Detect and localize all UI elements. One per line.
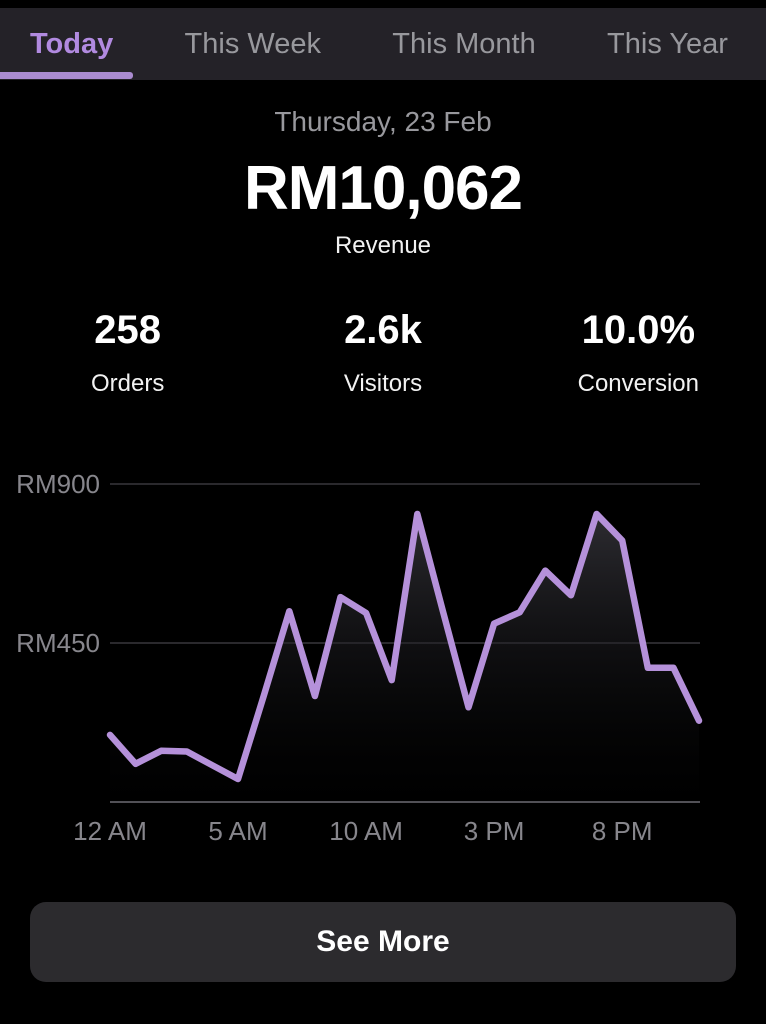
tab-this-year[interactable]: This Year: [607, 27, 728, 60]
conversion-label: Conversion: [577, 370, 700, 397]
visitors-value: 2.6k: [344, 308, 422, 352]
tab-this-month[interactable]: This Month: [392, 27, 536, 60]
report-date: Thursday, 23 Feb: [274, 106, 492, 137]
revenue-chart: RM900 RM450 12 AM 5 AM 10 AM 3 PM 8 PM: [0, 450, 766, 850]
conversion-value: 10.0%: [581, 308, 696, 352]
tab-this-week[interactable]: This Week: [184, 27, 321, 60]
revenue-area: [110, 514, 699, 802]
stats-row: 258 Orders 2.6k Visitors 10.0% Conversio…: [0, 308, 766, 398]
y-axis-tick-label: RM450: [16, 628, 100, 658]
active-tab-underline: [0, 72, 133, 79]
see-more-button[interactable]: See More: [30, 902, 736, 982]
revenue-total: RM10,062: [243, 154, 523, 223]
tab-today[interactable]: Today: [30, 27, 114, 60]
status-bar-strip: [0, 0, 766, 8]
x-axis-tick-label: 8 PM: [592, 816, 653, 846]
period-tabbar: Today This Week This Month This Year: [0, 8, 766, 80]
revenue-chart-svg: RM900 RM450 12 AM 5 AM 10 AM 3 PM 8 PM: [16, 469, 703, 846]
y-axis-tick-label: RM900: [16, 469, 100, 499]
stat-conversion: 10.0% Conversion: [511, 308, 766, 398]
x-axis-tick-label: 5 AM: [208, 816, 267, 846]
orders-value: 258: [94, 308, 162, 352]
stat-orders: 258 Orders: [0, 308, 255, 398]
x-axis-tick-label: 3 PM: [464, 816, 525, 846]
x-axis-tick-label: 10 AM: [329, 816, 403, 846]
visitors-label: Visitors: [343, 370, 423, 397]
stat-visitors: 2.6k Visitors: [255, 308, 510, 398]
orders-label: Orders: [90, 370, 165, 397]
revenue-line: [106, 510, 703, 783]
revenue-label: Revenue: [334, 232, 432, 259]
x-axis-tick-label: 12 AM: [73, 816, 147, 846]
